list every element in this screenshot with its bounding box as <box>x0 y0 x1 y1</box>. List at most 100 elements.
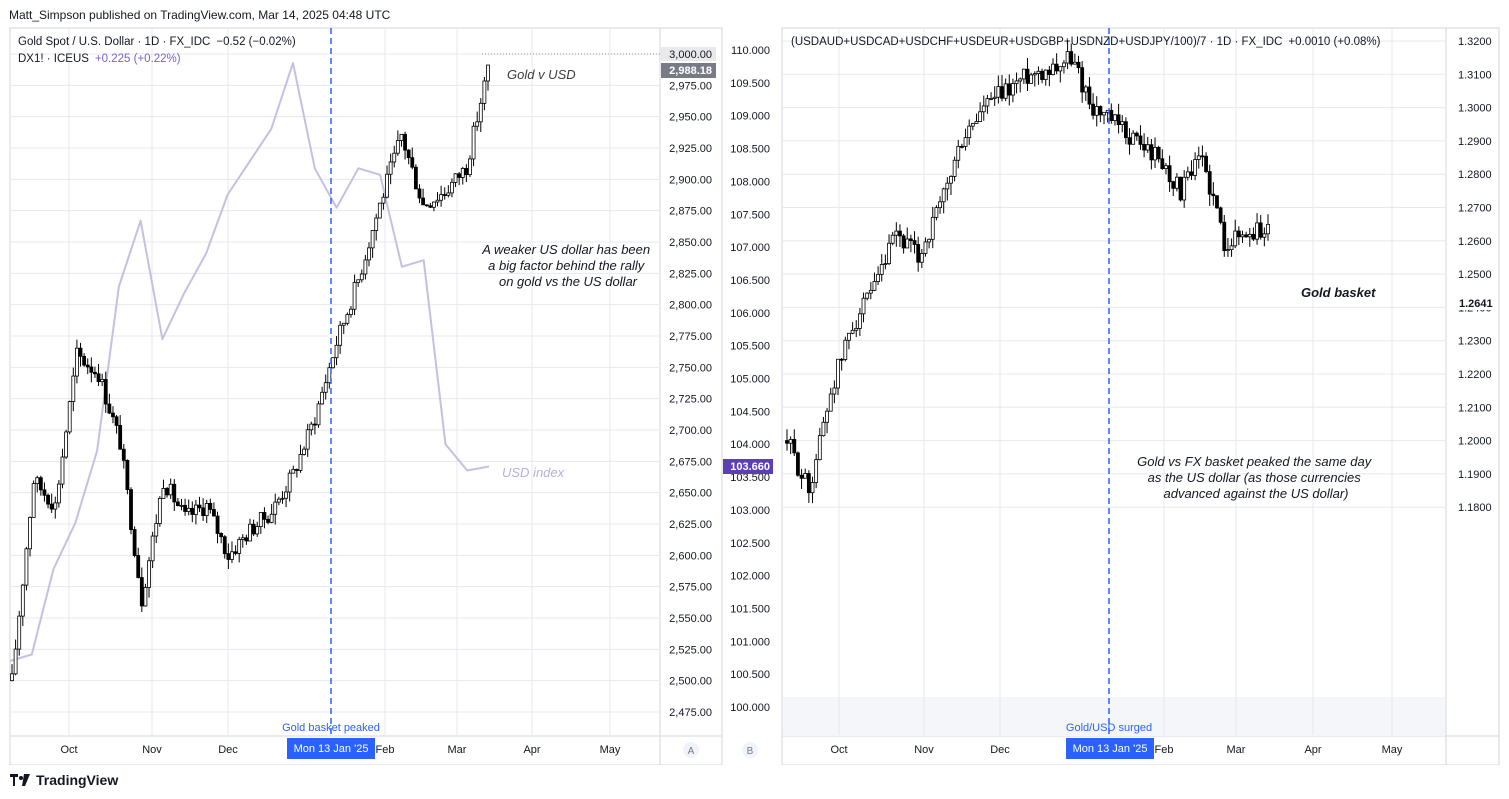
gold-candle-body <box>482 80 487 104</box>
gold-candle-body <box>309 423 314 431</box>
right-time-axis[interactable]: Oct Nov Dec Feb Mar Apr May <box>830 744 1402 756</box>
left-annotation-line-2: a big factor behind the rally <box>488 258 646 273</box>
right-axis-tick-label: 1.2700 <box>1458 203 1492 215</box>
axis-b-tick-label: 109.500 <box>730 78 770 90</box>
gold-candle-body <box>168 483 173 496</box>
gold-candle-body <box>147 560 151 588</box>
gold-candle-body <box>42 489 47 496</box>
basket-candle-body <box>1011 83 1015 96</box>
left-pane[interactable]: Gold basket peaked Gold Spot / U.S. Doll… <box>9 27 773 765</box>
basket-candle-body <box>821 421 826 437</box>
left-price-axis-a[interactable]: 3,000.00 2,975.00 2,950.00 2,925.00 2,900.00… <box>669 49 712 719</box>
tradingview-logo-icon <box>10 774 30 786</box>
gold-last-price-badge <box>661 63 716 78</box>
gold-candle-body <box>132 529 137 556</box>
basket-candle-body <box>938 201 942 209</box>
right-x-tick-label: Dec <box>990 744 1010 756</box>
gold-candle-body <box>468 158 472 176</box>
basket-candle-body <box>1102 111 1106 116</box>
gold-candle-body <box>183 504 187 512</box>
basket-candle-body <box>1054 63 1059 72</box>
right-axis-tick-label: 1.2000 <box>1458 436 1492 448</box>
axis-b-tick-label: 107.500 <box>730 209 770 221</box>
gold-candle-body <box>475 121 480 127</box>
basket-candle-body <box>927 238 932 243</box>
basket-candle-body <box>872 281 877 291</box>
gold-candle-body <box>399 133 404 141</box>
gold-candle-body <box>316 403 321 426</box>
basket-candle-body <box>941 188 946 203</box>
gold-candle-body <box>428 205 433 208</box>
gold-candle-body <box>85 364 90 368</box>
axis-b-tick-label: 106.000 <box>730 308 770 320</box>
gold-candle-body <box>114 416 119 426</box>
gold-candle-body <box>208 503 213 510</box>
left-legend-1-title: Gold Spot / U.S. Dollar · 1D · FX_IDC <box>18 36 210 48</box>
left-time-axis[interactable]: Oct Nov Dec Feb Mar Apr May <box>60 744 620 756</box>
basket-candle-body <box>836 358 840 389</box>
basket-candle-body <box>1211 193 1216 197</box>
right-price-axis[interactable]: 1.3200 1.3100 1.3000 1.2900 1.2800 1.2700 1.26… <box>1458 36 1492 514</box>
axis-b-tick-label: 102.500 <box>730 538 770 550</box>
basket-candle-body <box>1185 171 1190 178</box>
basket-candle-body <box>1065 51 1070 64</box>
charts-canvas[interactable]: Gold basket peaked Gold Spot / U.S. Doll… <box>0 0 1509 765</box>
scale-b-label: B <box>747 746 754 757</box>
basket-candle-body <box>1069 51 1074 65</box>
basket-candle-body <box>832 387 837 395</box>
basket-candle-body <box>1040 70 1044 80</box>
left-pane-border <box>9 27 723 765</box>
right-axis-tick-label: 1.1800 <box>1458 502 1492 514</box>
basket-candle-body <box>1240 234 1245 238</box>
gold-candle-body <box>471 125 476 160</box>
right-annotation: Gold vs FX basket peaked the same day as… <box>1137 454 1375 501</box>
right-axis-tick-label: 1.3200 <box>1458 36 1492 48</box>
basket-candle-body <box>949 176 953 184</box>
gold-candle-body <box>377 202 382 219</box>
gold-candle-body <box>49 503 54 510</box>
basket-candle-body <box>1222 221 1227 252</box>
right-pane[interactable]: Gold/USD surged (USDAUD+USDCAD+USDCHF+US… <box>781 27 1500 765</box>
gold-candle-body <box>255 526 260 535</box>
basket-candle-body <box>1080 67 1085 93</box>
gold-candle-body <box>212 509 216 517</box>
left-x-tick-label: Nov <box>142 744 162 756</box>
basket-candle-body <box>1116 114 1121 125</box>
gold-candle-body <box>341 322 346 326</box>
basket-candle-body <box>1189 171 1194 176</box>
gold-candle-body <box>327 367 332 384</box>
scale-a-label: A <box>688 746 695 757</box>
gold-candle-body <box>334 344 339 359</box>
gold-candle-body <box>464 168 469 176</box>
basket-candle-body <box>1021 68 1026 80</box>
gold-candles <box>10 64 490 682</box>
scale-a-button[interactable] <box>683 742 699 758</box>
basket-candle-body <box>796 452 800 476</box>
right-axis-tick-label: 1.2200 <box>1458 369 1492 381</box>
tradingview-footer[interactable]: TradingView <box>10 772 118 788</box>
basket-candle-body <box>1003 83 1008 99</box>
left-x-tick-label: May <box>600 744 621 756</box>
left-x-tick-label: Oct <box>60 744 77 756</box>
axis-b-tick-label: 103.000 <box>730 505 770 517</box>
dxy-last-price-label: 103.660 <box>730 461 770 473</box>
gold-candle-body <box>230 551 234 560</box>
gold-candle-body <box>46 494 50 505</box>
gold-candle-body <box>424 204 429 207</box>
axis-a-tick-label: 2,700.00 <box>669 425 712 437</box>
basket-candle-body <box>1160 158 1165 170</box>
right-axis-tick-label: 1.1900 <box>1458 469 1492 481</box>
basket-candle-body <box>806 473 811 494</box>
scale-b-button[interactable] <box>742 742 758 758</box>
left-price-axis-b[interactable]: 110.000 109.500 109.000 108.500 108.000 107.5… <box>730 45 770 714</box>
axis-b-tick-label: 104.000 <box>730 439 770 451</box>
gold-candle-body <box>197 504 202 509</box>
basket-last-price-badge <box>1448 296 1498 310</box>
gold-candle-body <box>24 548 29 586</box>
gold-candle-body <box>349 308 353 315</box>
basket-candle-body <box>1218 207 1223 223</box>
basket-candle-body <box>1051 63 1055 75</box>
gold-candle-body <box>89 366 94 373</box>
axis-a-tick-label: 2,750.00 <box>669 362 712 374</box>
basket-candle-body <box>898 230 902 237</box>
